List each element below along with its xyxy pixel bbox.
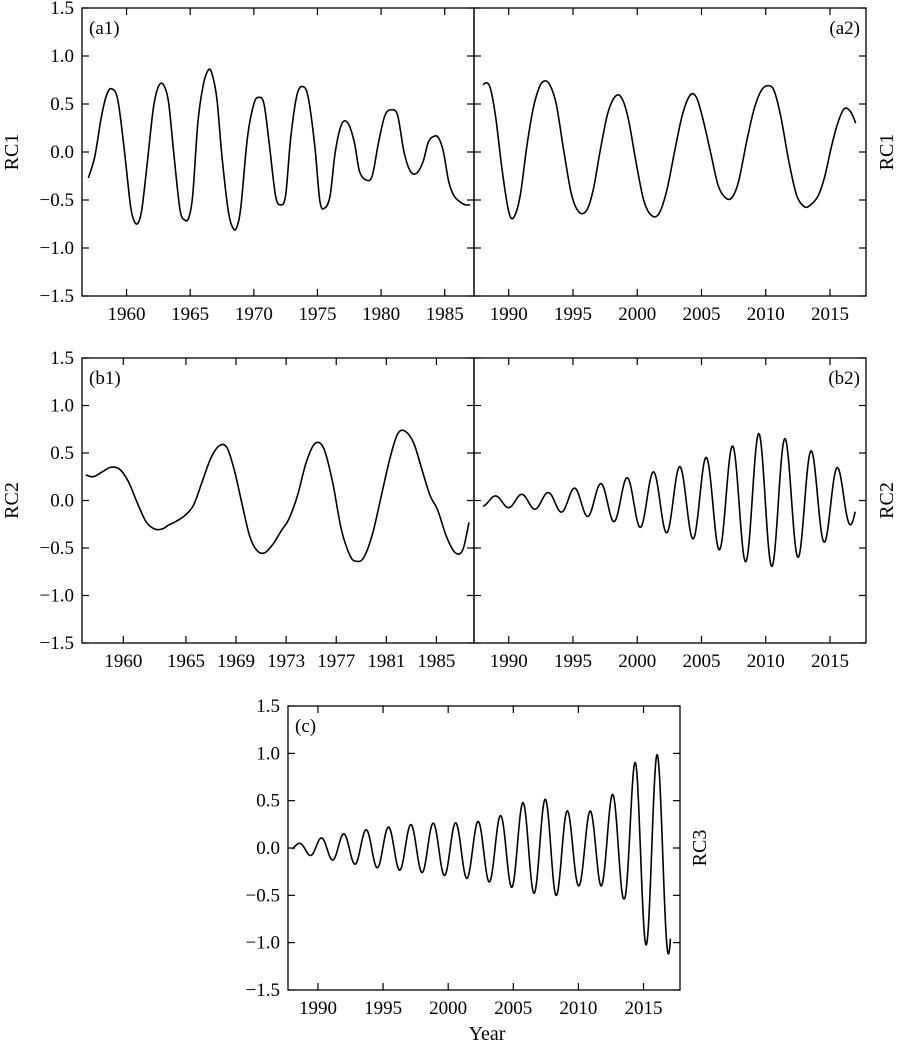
- series-line-a1: [87, 68, 471, 231]
- x-tick-label: 1965: [167, 651, 205, 672]
- plot-frame: [81, 7, 475, 297]
- y-tick-label: 1.0: [256, 743, 280, 764]
- x-tick-label: 1990: [490, 651, 528, 672]
- panel-a1: 1.5 1.0 0.5 0.0 −0.5 −1.0 −1.5 1960 1965 1970 1975…: [1, 0, 475, 325]
- x-tick-label: 1975: [298, 304, 336, 325]
- y-tick-label: 1.0: [50, 46, 74, 67]
- x-tick-label: 1969: [217, 651, 255, 672]
- y-tick-label: −1.0: [40, 238, 74, 259]
- y-tick-label: 0.5: [50, 443, 74, 464]
- x-tick-label: 1990: [299, 998, 337, 1019]
- y-axis-title: RC1: [1, 134, 23, 171]
- y-tick-label: −1.5: [246, 980, 280, 1001]
- x-tick-label: 2015: [811, 651, 849, 672]
- x-tick-label: 1960: [108, 304, 146, 325]
- y-tick-label: 0.0: [256, 838, 280, 859]
- series-line-b2: [482, 432, 856, 568]
- x-tick-label: 2010: [747, 304, 785, 325]
- panel-c: 1.5 1.0 0.5 0.0 −0.5 −1.0 −1.5 1990 1995 2000 2005…: [246, 696, 711, 1019]
- y-tick-label: 0.0: [50, 491, 74, 512]
- x-tick-label: 1965: [171, 304, 209, 325]
- y-axis-title: RC3: [689, 830, 711, 867]
- x-tick-label: 2015: [625, 998, 663, 1019]
- x-axis-title: Year: [469, 1023, 506, 1045]
- y-tick-label: 0.5: [50, 94, 74, 115]
- plot-frame: [473, 7, 867, 297]
- y-tick-label: 1.5: [50, 0, 74, 19]
- x-tick-label: 2000: [429, 998, 467, 1019]
- x-tick-label: 1985: [417, 651, 455, 672]
- y-tick-label: −1.5: [40, 286, 74, 307]
- x-tick-label: 1995: [554, 651, 592, 672]
- panel-label: (b1): [89, 368, 121, 389]
- series-line-a2: [482, 80, 857, 220]
- y-axis-title: RC2: [1, 482, 23, 519]
- x-tick-label: 1970: [235, 304, 273, 325]
- x-tick-label: 1985: [426, 304, 464, 325]
- x-tick-label: 1995: [554, 304, 592, 325]
- x-tick-label: 2005: [682, 651, 720, 672]
- x-tick-label: 1981: [367, 651, 405, 672]
- x-tick-label: 2000: [618, 651, 656, 672]
- panel-label: (b2): [828, 368, 860, 389]
- y-tick-label: −0.5: [40, 190, 74, 211]
- y-tick-label: 0.0: [50, 142, 74, 163]
- series-line-c: [291, 753, 672, 955]
- x-tick-label: 2015: [811, 304, 849, 325]
- y-axis-title: RC2: [876, 482, 898, 519]
- y-tick-label: −0.5: [40, 538, 74, 559]
- y-tick-label: 1.0: [50, 396, 74, 417]
- x-tick-label: 2005: [682, 304, 720, 325]
- x-tick-label: 1960: [104, 651, 142, 672]
- x-tick-label: 2005: [494, 998, 532, 1019]
- x-tick-label: 1973: [267, 651, 305, 672]
- y-tick-label: 1.5: [256, 696, 280, 717]
- panel-b1: 1.5 1.0 0.5 0.0 −0.5 −1.0 −1.5 1960 1965 1969 1973…: [1, 348, 475, 672]
- y-tick-label: −1.0: [246, 933, 280, 954]
- x-tick-label: 2010: [559, 998, 597, 1019]
- x-tick-label: 2010: [747, 651, 785, 672]
- x-tick-label: 1977: [317, 651, 355, 672]
- y-axis-title: RC1: [876, 134, 898, 171]
- y-tick-label: 1.5: [50, 348, 74, 369]
- y-tick-label: −0.5: [246, 885, 280, 906]
- y-tick-label: −1.5: [40, 633, 74, 654]
- panel-label: (a2): [829, 18, 860, 39]
- series-line-b1: [85, 429, 470, 563]
- x-tick-label: 1980: [362, 304, 400, 325]
- plot-frame: [473, 357, 867, 644]
- x-tick-label: 2000: [618, 304, 656, 325]
- x-tick-label: 1990: [490, 304, 528, 325]
- panel-a2: 1990 1995 2000 2005 2010 2015 RC1 (a2): [473, 7, 898, 325]
- panel-label: (a1): [89, 18, 120, 39]
- panel-label: (c): [295, 716, 316, 737]
- panel-b2: 1990 1995 2000 2005 2010 2015 RC2 (b2): [473, 357, 898, 672]
- x-tick-label: 1995: [364, 998, 402, 1019]
- plot-frame: [81, 357, 475, 644]
- y-tick-label: 0.5: [256, 791, 280, 812]
- y-tick-label: −1.0: [40, 586, 74, 607]
